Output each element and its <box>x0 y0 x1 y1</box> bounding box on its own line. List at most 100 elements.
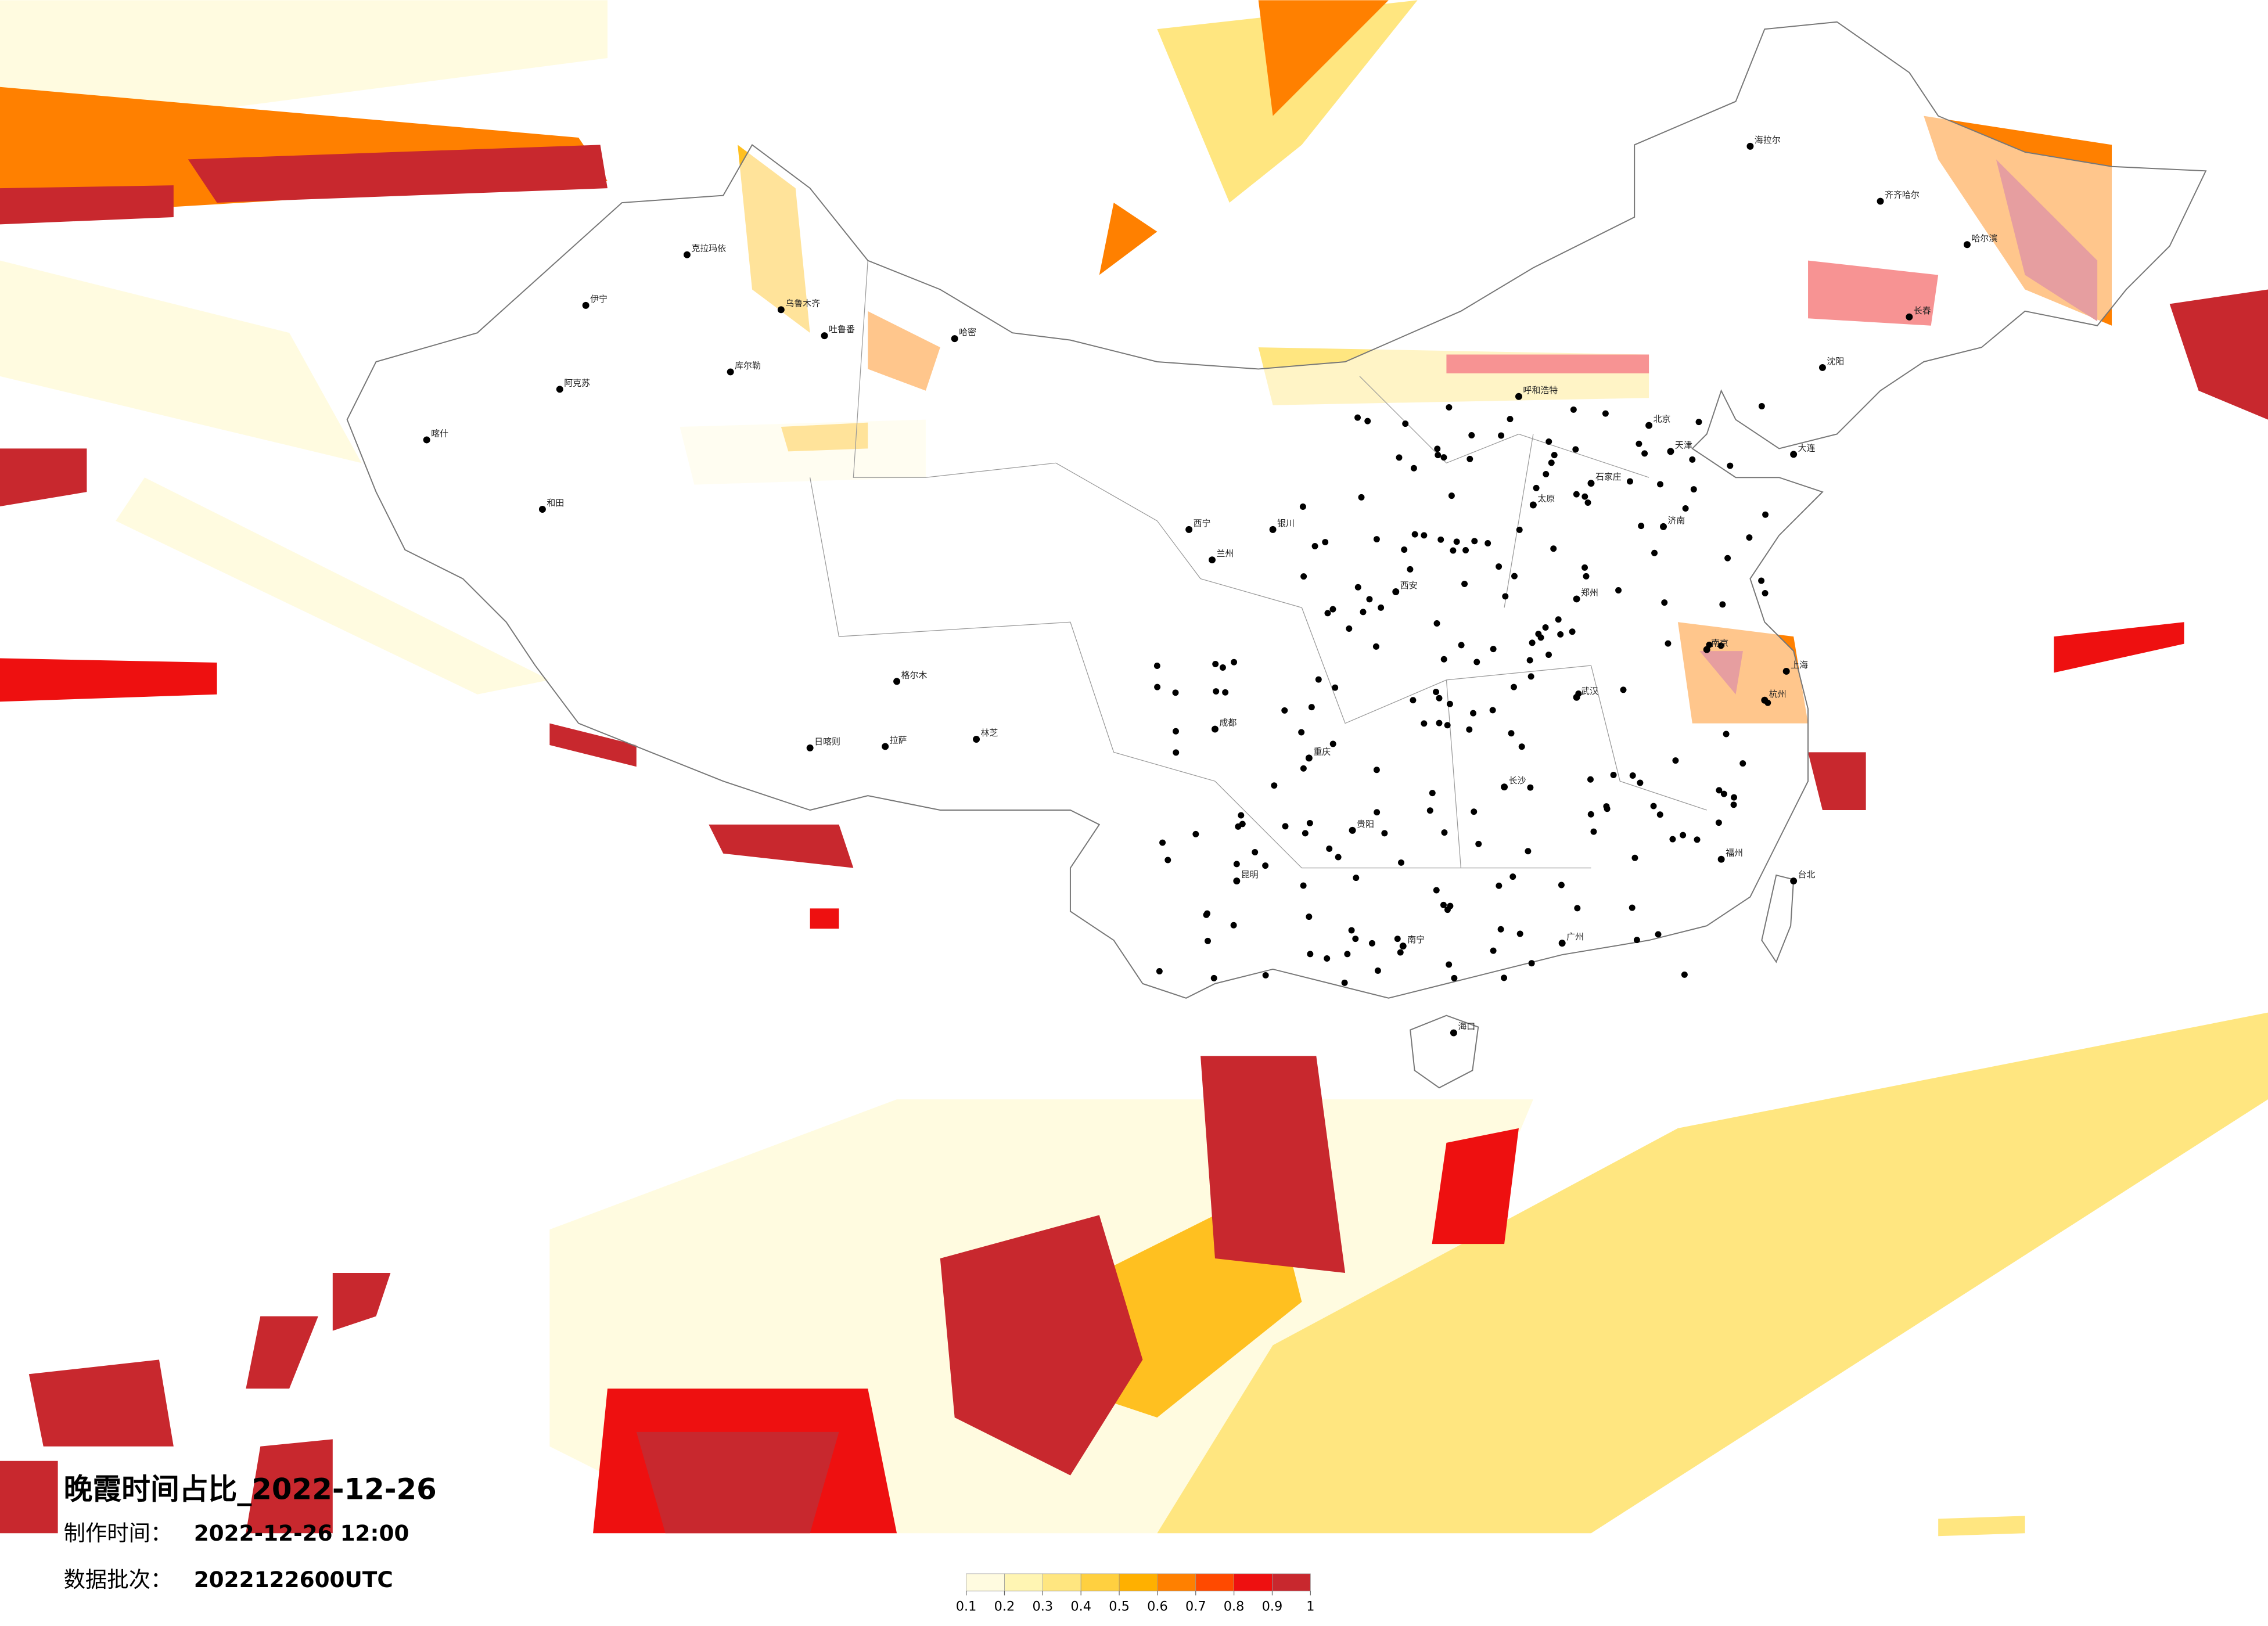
city-dot <box>1407 566 1414 573</box>
made-time-label: 制作时间： <box>64 1520 172 1546</box>
city-dot <box>1717 855 1725 863</box>
city-dot <box>1650 803 1657 810</box>
city-dot <box>1516 526 1523 533</box>
city-dot <box>1587 811 1594 818</box>
city-dot <box>1447 902 1454 909</box>
city-dot <box>1665 640 1672 647</box>
city-dot <box>1758 402 1765 409</box>
city-dot <box>1262 862 1269 869</box>
city-dot <box>1680 832 1687 839</box>
color-patch <box>0 658 217 702</box>
city-dot <box>1501 974 1508 981</box>
city-dot <box>1762 589 1769 596</box>
city-dot <box>1615 587 1622 593</box>
city-dot <box>1396 454 1403 461</box>
city-dot <box>1426 807 1433 814</box>
hainan <box>1410 1015 1479 1089</box>
city-dot <box>1352 936 1359 942</box>
city-dot <box>1661 599 1668 606</box>
city-dot <box>1573 491 1580 498</box>
city-label: 银川 <box>1277 518 1295 528</box>
city-dot <box>1205 937 1211 944</box>
city-dots <box>423 142 1971 1037</box>
city-dot <box>1731 794 1738 801</box>
city-dot <box>1468 432 1475 438</box>
color-patch <box>1432 1128 1519 1244</box>
color-patch <box>1157 1012 2268 1534</box>
taiwan <box>1761 874 1795 963</box>
city-dot <box>1681 971 1688 978</box>
city-label: 乌鲁木齐 <box>785 298 820 308</box>
city-dot <box>1467 455 1473 462</box>
city-dot <box>1496 882 1503 889</box>
city-label: 杭州 <box>1769 689 1787 699</box>
city-dot <box>1570 406 1577 413</box>
city-dot <box>1610 772 1617 778</box>
city-label: 格尔木 <box>901 670 928 680</box>
city-dot <box>1305 754 1313 762</box>
city-dot <box>1421 720 1428 727</box>
city-dot <box>1172 689 1179 696</box>
colorbar-tick-label: 0.5 <box>1109 1599 1130 1614</box>
city-dot <box>1739 760 1746 767</box>
city-dot <box>1720 790 1727 797</box>
city-dot <box>1329 740 1336 747</box>
city-dot <box>821 332 828 340</box>
city-dot <box>1706 641 1713 648</box>
city-dot <box>1637 779 1644 786</box>
city-label: 呼和浩特 <box>1523 385 1558 395</box>
city-dot <box>1764 699 1771 706</box>
color-patch <box>2169 289 2268 420</box>
city-dot <box>1402 420 1409 427</box>
city-dot <box>1348 927 1355 934</box>
city-dot <box>1550 545 1557 552</box>
city-dot <box>1372 643 1379 650</box>
city-dot <box>1490 646 1497 653</box>
city-dot <box>893 678 901 685</box>
city-dot <box>1602 410 1609 417</box>
city-dot <box>1398 859 1404 866</box>
city-dot <box>1219 664 1226 671</box>
city-dot <box>1399 942 1407 950</box>
city-dot <box>1587 776 1594 783</box>
color-patch <box>2054 622 2184 673</box>
colorbar: 0.1 0.2 0.3 0.4 0.5 0.6 0.7 0.8 0.9 1 <box>956 1573 1314 1614</box>
city-label: 台北 <box>1798 869 1816 880</box>
city-label: 喀什 <box>431 429 448 439</box>
city-dot <box>1877 197 1884 205</box>
title: 晚霞时间占比_2022-12-26 <box>64 1473 437 1506</box>
city-dot <box>1758 577 1765 584</box>
city-label: 武汉 <box>1581 686 1598 696</box>
city-dot <box>1527 673 1534 680</box>
city-dot <box>1690 486 1697 493</box>
city-dot <box>1366 596 1373 603</box>
city-dot <box>1378 604 1385 611</box>
city-dot <box>1906 313 1913 321</box>
city-dot <box>1620 686 1627 693</box>
city-dot <box>1569 628 1576 635</box>
city-label: 北京 <box>1654 414 1671 425</box>
city-dot <box>1511 684 1517 690</box>
city-dot <box>1373 536 1380 543</box>
city-label: 哈密 <box>959 327 976 337</box>
city-dot <box>1730 801 1737 808</box>
color-patch <box>636 1431 839 1534</box>
city-label: 南宁 <box>1407 934 1425 945</box>
city-dot <box>1300 882 1307 889</box>
city-dot <box>1682 505 1689 512</box>
city-dot <box>1302 830 1309 837</box>
city-dot <box>1410 465 1417 472</box>
city-dot <box>1518 743 1525 750</box>
city-dot <box>1462 547 1469 553</box>
city-dot <box>1300 573 1307 580</box>
city-dot <box>1790 877 1798 885</box>
city-label: 拉萨 <box>890 735 907 745</box>
color-patch <box>709 824 854 868</box>
city-dot <box>1746 534 1753 541</box>
city-dot <box>1501 783 1508 791</box>
colorbar-tick-label: 0.4 <box>1070 1599 1091 1614</box>
color-patch <box>549 723 637 767</box>
city-dot <box>1573 595 1580 603</box>
city-dot <box>1164 857 1171 864</box>
city-label: 西安 <box>1400 580 1418 591</box>
